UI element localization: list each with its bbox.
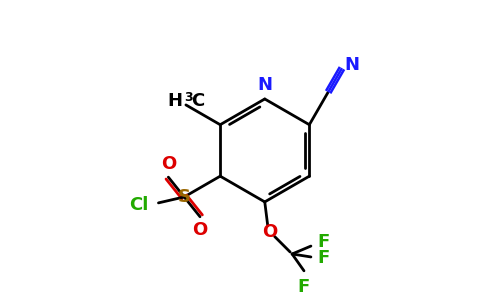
Text: O: O — [161, 155, 176, 173]
Text: 3: 3 — [184, 91, 193, 104]
Text: S: S — [178, 188, 191, 206]
Text: N: N — [344, 56, 359, 74]
Text: C: C — [191, 92, 204, 110]
Text: F: F — [318, 233, 330, 251]
Text: F: F — [318, 249, 330, 267]
Text: N: N — [257, 76, 272, 94]
Text: Cl: Cl — [129, 196, 149, 214]
Text: O: O — [193, 221, 208, 239]
Text: F: F — [298, 278, 310, 296]
Text: O: O — [262, 223, 277, 241]
Text: H: H — [167, 92, 182, 110]
